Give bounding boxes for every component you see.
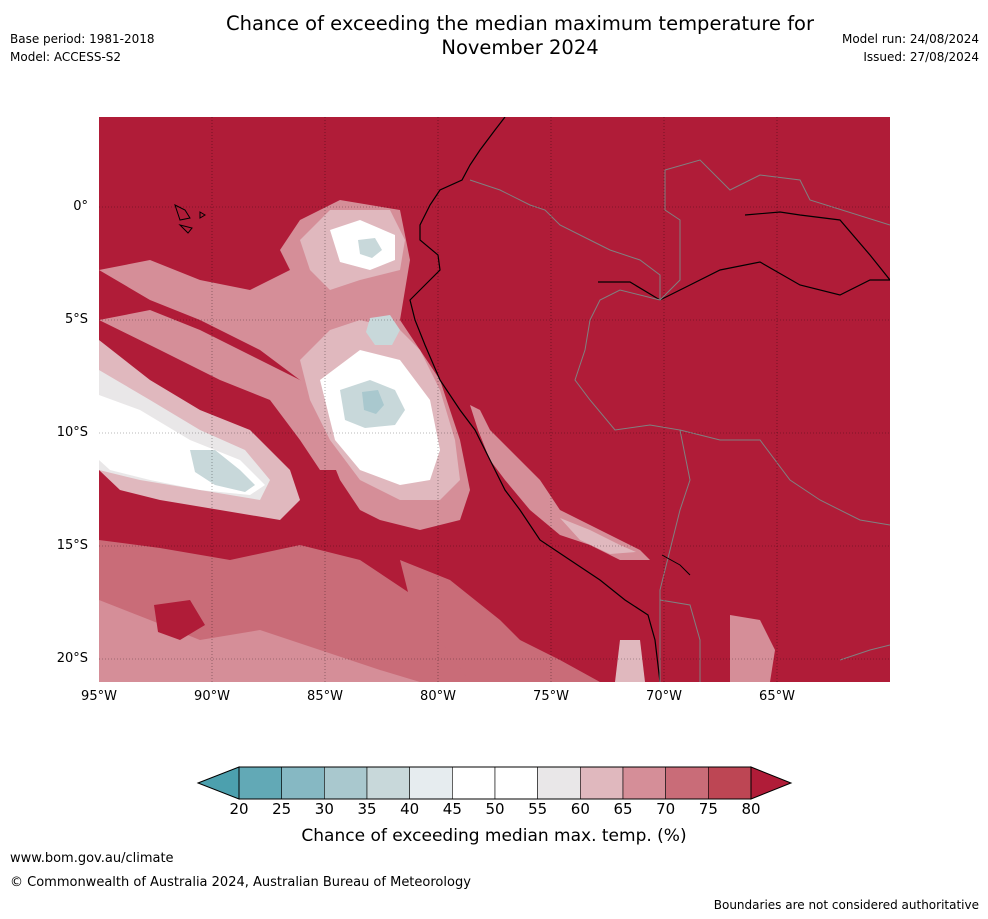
lon-tick-65w: 65°W (759, 689, 795, 704)
national-border-brazil (659, 170, 681, 301)
footer-url: www.bom.gov.au/climate (10, 851, 174, 866)
colorbar-cell (324, 766, 368, 800)
colorbar-tick: 55 (528, 800, 548, 818)
coastline-north (744, 211, 890, 281)
model-run: Model run: 24/08/2024 (841, 32, 979, 46)
contour-30-central (362, 390, 384, 414)
title-line-2: November 2024 (441, 36, 599, 59)
contour-60-south-coast (615, 640, 645, 682)
colorbar-tick: 60 (570, 800, 590, 818)
colorbar-cell (494, 766, 538, 800)
colorbar-cell (537, 766, 581, 800)
contour-65-coastal-strip (470, 405, 650, 560)
lon-tick-90w: 90°W (194, 689, 230, 704)
issued-date: Issued: 27/08/2024 (863, 50, 979, 64)
footer-copyright: © Commonwealth of Australia 2024, Austra… (10, 875, 471, 890)
contour-80-patch (154, 600, 205, 640)
lon-tick-85w: 85°W (307, 689, 343, 704)
colorbar-frame (238, 766, 752, 800)
colorbar-cell (665, 766, 709, 800)
lat-tick-20s: 20°S (56, 651, 88, 666)
colorbar-tick: 40 (400, 800, 420, 818)
forecast-map (99, 117, 890, 682)
colorbar-tick: 70 (656, 800, 676, 818)
meta-left: Base period: 1981-2018 Model: ACCESS-S2 (10, 30, 155, 66)
national-border-chile (839, 644, 890, 661)
lon-tick-80w: 80°W (420, 689, 456, 704)
colorbar-high-extend (750, 766, 793, 800)
colorbar-label: Chance of exceeding median max. temp. (%… (301, 826, 687, 846)
colorbar-tick: 30 (314, 800, 334, 818)
national-border-colombia (664, 159, 890, 226)
coastline (409, 117, 661, 682)
lake-titicaca (661, 554, 691, 576)
colorbar-cell (622, 766, 666, 800)
river-amazon (598, 261, 890, 301)
footer-disclaimer: Boundaries are not considered authoritat… (713, 898, 979, 912)
lat-tick-0: 0° (73, 199, 88, 214)
base-period: Base period: 1981-2018 (10, 32, 155, 46)
colorbar-tick: 35 (357, 800, 377, 818)
colorbar-tick: 80 (741, 800, 761, 818)
colorbar-tick: 75 (698, 800, 718, 818)
colorbar-cell (708, 766, 752, 800)
colorbar-tick: 25 (272, 800, 292, 818)
contour-70-coastal (400, 560, 560, 682)
title-line-1: Chance of exceeding the median maximum t… (225, 12, 815, 35)
model-name: Model: ACCESS-S2 (10, 50, 122, 64)
colorbar-cell (409, 766, 453, 800)
colorbar-cell (580, 766, 624, 800)
contour-60-coastal-strip (560, 518, 636, 554)
lon-tick-95w: 95°W (81, 689, 117, 704)
colorbar-cell (452, 766, 496, 800)
colorbar-cell (281, 766, 325, 800)
lat-tick-15s: 15°S (56, 538, 88, 553)
lat-tick-5s: 5°S (64, 312, 88, 327)
contour-35-west (190, 450, 255, 492)
lon-tick-70w: 70°W (646, 689, 682, 704)
contour-65-south (99, 600, 420, 682)
colorbar-low-extend (196, 766, 240, 800)
colorbar-tick: 20 (229, 800, 249, 818)
colorbar-tick: 45 (442, 800, 462, 818)
contour-35-coast (366, 315, 400, 345)
contour-35-north (358, 238, 382, 258)
national-border-bolivia (679, 429, 890, 526)
graticule (99, 117, 890, 682)
colorbar-cell (238, 766, 282, 800)
lat-tick-10s: 10°S (56, 425, 88, 440)
contour-65-altiplano (730, 615, 775, 682)
national-border-argentina (659, 599, 701, 682)
colorbar (196, 766, 793, 800)
map-title: Chance of exceeding the median maximum t… (190, 12, 850, 60)
national-border-peru (469, 179, 691, 682)
meta-right: Model run: 24/08/2024 Issued: 27/08/2024 (842, 30, 979, 66)
contour-65-west (99, 310, 340, 470)
lon-tick-75w: 75°W (533, 689, 569, 704)
galapagos-islands (174, 204, 206, 234)
colorbar-tick: 65 (613, 800, 633, 818)
colorbar-tick: 50 (485, 800, 505, 818)
colorbar-cell (366, 766, 410, 800)
